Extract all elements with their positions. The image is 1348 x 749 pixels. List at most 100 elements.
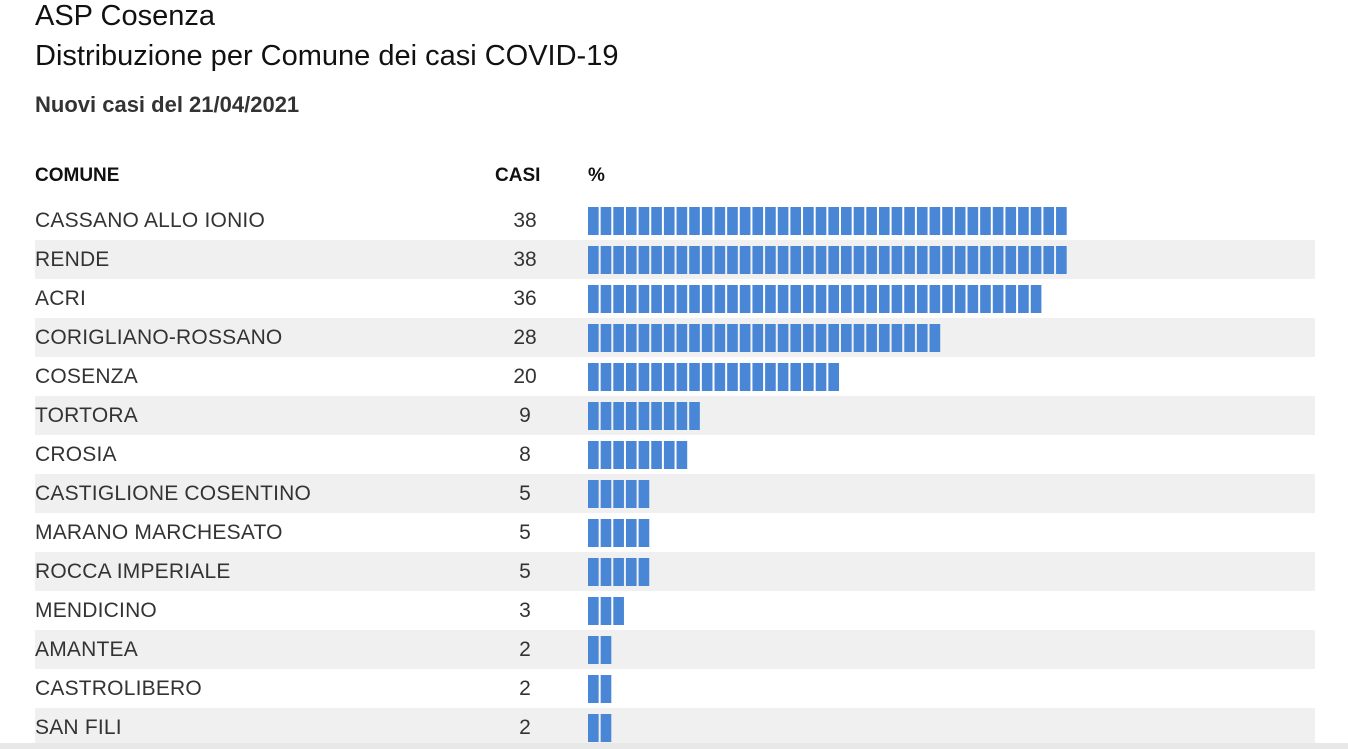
- bar-segment: [600, 402, 612, 430]
- bar-segment: [600, 714, 612, 742]
- table-body: CASSANO ALLO IONIO 38 RENDE 38 ACRI 36 CORIGLI…: [35, 201, 1315, 747]
- bar-segment: [588, 675, 599, 703]
- bar-mark: [588, 402, 700, 430]
- bar-segment: [651, 285, 662, 313]
- bar-area: [588, 363, 1288, 391]
- bar-segment: [777, 246, 789, 274]
- bar-segment: [841, 324, 852, 352]
- bar-segment: [878, 285, 890, 313]
- bar-segment: [638, 207, 650, 235]
- table-row: MARANO MARCHESATO 5: [35, 513, 1315, 552]
- bar-segment: [701, 324, 713, 352]
- bar-segment: [714, 207, 726, 235]
- bar-segment: [600, 675, 612, 703]
- casi-value: 2: [519, 638, 531, 661]
- bar-segment: [904, 285, 915, 313]
- column-header-casi: CASI: [495, 165, 541, 186]
- bar-segment: [613, 558, 624, 586]
- bar-segment: [841, 285, 852, 313]
- bar-area: [588, 441, 1288, 469]
- bar-area: [588, 597, 1288, 625]
- bar-segment: [689, 402, 700, 430]
- bar-segment: [752, 324, 764, 352]
- bar-segment: [588, 558, 599, 586]
- bar-segment: [651, 246, 662, 274]
- casi-value: 38: [513, 209, 537, 232]
- bar-segment: [638, 558, 650, 586]
- comune-name: CASSANO ALLO IONIO: [35, 209, 266, 232]
- bar-segment: [663, 363, 675, 391]
- bar-segment: [625, 207, 637, 235]
- bar-segment: [663, 285, 675, 313]
- bar-segment: [942, 246, 953, 274]
- bar-mark: [588, 558, 650, 586]
- bar-segment: [866, 285, 877, 313]
- bar-segment: [739, 324, 751, 352]
- bar-segment: [676, 402, 688, 430]
- bar-segment: [625, 363, 637, 391]
- table-row: TORTORA 9: [35, 396, 1315, 435]
- table-row: CASTIGLIONE COSENTINO 5: [35, 474, 1315, 513]
- bar-segment: [853, 246, 865, 274]
- bar-segment: [803, 207, 814, 235]
- bar-segment: [727, 285, 738, 313]
- comune-name: CORIGLIANO-ROSSANO: [35, 326, 283, 349]
- bar-segment: [663, 246, 675, 274]
- comune-name: CASTROLIBERO: [35, 677, 202, 700]
- bar-segment: [588, 636, 599, 664]
- bar-segment: [638, 363, 650, 391]
- table-row: ROCCA IMPERIALE 5: [35, 552, 1315, 591]
- bar-segment: [739, 246, 751, 274]
- bar-mark: [588, 714, 612, 742]
- bar-mark: [588, 285, 1042, 313]
- bar-segment: [613, 363, 624, 391]
- bar-segment: [790, 363, 802, 391]
- bar-segment: [613, 597, 624, 625]
- bar-segment: [701, 246, 713, 274]
- table-row: CROSIA 8: [35, 435, 1315, 474]
- bar-segment: [752, 246, 764, 274]
- bar-segment: [663, 441, 675, 469]
- bar-segment: [714, 324, 726, 352]
- bar-segment: [600, 441, 612, 469]
- bar-segment: [689, 285, 700, 313]
- bar-segment: [904, 324, 915, 352]
- bar-segment: [651, 363, 662, 391]
- table-row: COSENZA 20: [35, 357, 1315, 396]
- bar-segment: [689, 207, 700, 235]
- bar-area: [588, 285, 1288, 313]
- comune-name: MENDICINO: [35, 599, 157, 622]
- bar-segment: [752, 363, 764, 391]
- bar-segment: [765, 207, 776, 235]
- bar-segment: [727, 363, 738, 391]
- bar-segment: [613, 441, 624, 469]
- chart-title-line2: Distribuzione per Comune dei casi COVID-…: [35, 40, 619, 72]
- bar-segment: [588, 714, 599, 742]
- bar-segment: [588, 207, 599, 235]
- bar-area: [588, 480, 1288, 508]
- bar-segment: [929, 246, 941, 274]
- casi-value: 2: [519, 716, 531, 739]
- bar-segment: [803, 246, 814, 274]
- comune-name: COSENZA: [35, 365, 138, 388]
- bar-segment: [815, 207, 827, 235]
- bar-segment: [891, 246, 903, 274]
- bar-segment: [1005, 285, 1017, 313]
- bar-segment: [638, 246, 650, 274]
- bar-segment: [777, 207, 789, 235]
- bar-segment: [815, 363, 827, 391]
- bar-segment: [600, 324, 612, 352]
- bar-area: [588, 246, 1288, 274]
- bar-segment: [765, 363, 776, 391]
- bar-area: [588, 324, 1288, 352]
- bar-segment: [954, 246, 966, 274]
- bar-segment: [967, 285, 979, 313]
- bar-segment: [613, 207, 624, 235]
- bar-mark: [588, 207, 1067, 235]
- comune-name: RENDE: [35, 248, 110, 271]
- bar-area: [588, 675, 1288, 703]
- casi-value: 28: [513, 326, 537, 349]
- bar-segment: [891, 285, 903, 313]
- bar-segment: [904, 207, 915, 235]
- bar-segment: [980, 246, 991, 274]
